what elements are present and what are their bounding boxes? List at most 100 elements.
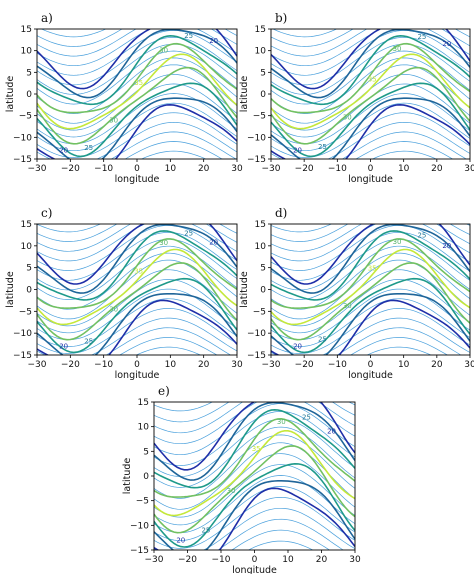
streamline [40, 29, 107, 38]
streamline [37, 245, 237, 300]
y-tick-label: −5 [19, 112, 32, 122]
y-tick-label: −5 [253, 307, 266, 317]
y-tick-label: 0 [260, 90, 266, 100]
y-tick-label: −5 [19, 307, 32, 317]
streamline [37, 121, 237, 159]
contour-line [154, 402, 355, 471]
contour-label: 35 [368, 76, 377, 84]
y-tick-label: 15 [21, 220, 32, 230]
streamline [271, 269, 470, 327]
y-tick-label: −10 [247, 133, 266, 143]
x-tick-label: −20 [61, 164, 80, 174]
contour-label: 30 [109, 117, 118, 125]
streamline [37, 269, 237, 327]
streamline [271, 102, 470, 152]
y-axis-label: latitude [239, 76, 250, 113]
contour-line [271, 34, 470, 106]
y-axis-label: latitude [5, 271, 16, 308]
contour-line [37, 299, 237, 355]
contour-line [271, 42, 470, 114]
x-tick-label: 0 [368, 164, 374, 174]
y-tick-label: 10 [21, 242, 33, 252]
y-tick-label: 15 [138, 398, 149, 408]
x-tick-label: −10 [94, 360, 113, 370]
contour-label: 35 [368, 264, 377, 272]
x-tick-label: −10 [94, 164, 113, 174]
contour-label: 20 [59, 342, 68, 350]
contour-label: 20 [442, 40, 451, 48]
contour-label: 30 [343, 302, 352, 310]
contour-label: 30 [343, 113, 352, 121]
contour-line [37, 262, 237, 341]
streamline [154, 418, 355, 477]
streamline [154, 434, 355, 499]
streamline [272, 29, 338, 38]
streamline [37, 57, 237, 115]
streamline [271, 43, 470, 95]
plot-area: 20 25 30 35 30 25 20 [37, 29, 237, 159]
y-tick-label: −15 [13, 155, 32, 165]
contour-label: 30 [277, 418, 286, 426]
contour-line [271, 97, 470, 159]
y-tick-label: −5 [136, 497, 149, 507]
streamline [119, 337, 218, 355]
streamline [355, 141, 454, 159]
contour-line [37, 82, 237, 158]
y-tick-label: 10 [138, 423, 150, 433]
x-tick-label: −10 [212, 555, 231, 565]
contour-label: 20 [59, 147, 68, 155]
streamline [366, 346, 432, 355]
contour-line [37, 230, 237, 301]
streamline [271, 224, 470, 233]
contour-line [37, 53, 237, 130]
contour-line [154, 402, 355, 481]
contour-line [37, 293, 237, 355]
x-tick-label: 30 [349, 555, 361, 565]
x-axis-label: longitude [115, 174, 160, 185]
contour-line [154, 417, 355, 498]
contour-line [271, 82, 470, 158]
contour-line [37, 238, 237, 310]
contour-label: 25 [417, 33, 426, 41]
x-tick-label: 10 [398, 360, 410, 370]
x-tick-label: 10 [282, 555, 294, 565]
contour-line [271, 66, 470, 145]
streamline [231, 529, 331, 550]
y-tick-label: 15 [255, 220, 266, 230]
contour-line [271, 293, 470, 355]
streamline [154, 453, 355, 518]
contour-line [37, 97, 237, 159]
streamline [154, 442, 355, 510]
contour-label: 25 [318, 143, 327, 151]
contour-line [154, 408, 355, 489]
contour-line [271, 224, 470, 285]
plot-area: 20 25 30 35 30 25 20 [154, 402, 355, 550]
streamline [37, 224, 237, 252]
streamline [154, 507, 355, 550]
streamline [154, 475, 355, 534]
streamline [271, 93, 470, 145]
x-tick-label: −30 [145, 555, 164, 565]
y-axis-label: latitude [5, 76, 16, 113]
contour-line [271, 29, 470, 90]
x-tick-label: −30 [28, 164, 47, 174]
panel-label: a) [41, 11, 53, 25]
contour-label: 25 [184, 230, 193, 238]
streamline [247, 540, 314, 550]
y-tick-label: −10 [13, 329, 32, 339]
y-tick-label: 10 [21, 47, 33, 57]
contour-label: 20 [209, 37, 218, 45]
panel-b: 20 25 30 35 30 25 20 −30 −20 −10 0 10 20 30 −15 −10 −5 0 5… [239, 11, 474, 185]
streamline [154, 411, 355, 466]
streamline [37, 224, 237, 242]
x-tick-label: 0 [134, 360, 140, 370]
streamline [37, 317, 237, 355]
streamline [154, 402, 355, 423]
streamline [271, 279, 470, 334]
y-tick-label: 0 [26, 286, 32, 296]
contour-line [271, 238, 470, 310]
y-tick-label: −10 [247, 329, 266, 339]
streamline [271, 121, 470, 159]
x-tick-label: 30 [231, 360, 243, 370]
